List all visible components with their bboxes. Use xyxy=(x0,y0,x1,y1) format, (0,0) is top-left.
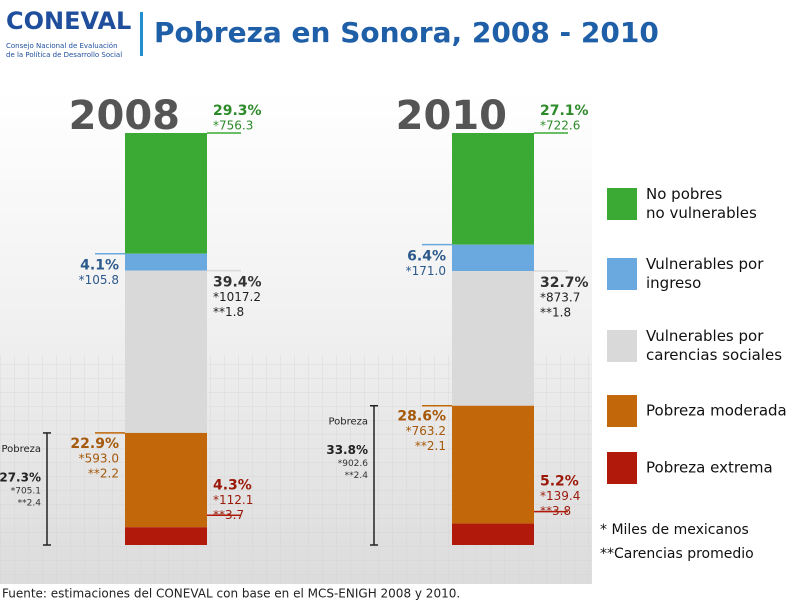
logo-name: CONEVAL xyxy=(6,7,131,35)
people-label: *756.3 xyxy=(213,119,253,133)
poverty-label: Pobreza xyxy=(1,444,41,455)
bar-segment xyxy=(125,133,207,254)
value-label: 6.4% xyxy=(407,249,446,265)
carencias-label: **2.1 xyxy=(415,439,446,453)
people-label: *112.1 xyxy=(213,493,253,507)
value-label: 29.3% xyxy=(213,103,262,119)
carencias-label: **1.8 xyxy=(540,306,571,320)
people-label: *139.4 xyxy=(540,489,580,503)
bar-segment xyxy=(125,270,207,433)
value-label: 4.3% xyxy=(213,477,252,493)
people-label: *593.0 xyxy=(79,451,119,465)
people-label: *171.0 xyxy=(406,264,446,278)
poverty-value: 33.8% xyxy=(326,443,368,457)
carencias-label: **1.8 xyxy=(213,305,244,319)
poverty-value: 27.3% xyxy=(0,470,41,484)
bar-segment xyxy=(452,405,534,524)
value-label: 5.2% xyxy=(540,474,579,490)
note: * Miles de mexicanos xyxy=(600,522,749,538)
poverty-people: *705.1 xyxy=(11,486,41,496)
bar-segment xyxy=(125,432,207,528)
legend-swatch xyxy=(607,188,637,220)
poverty-label: Pobreza xyxy=(328,417,368,428)
legend-label: Vulnerables por ingreso xyxy=(646,255,764,292)
carencias-label: **2.2 xyxy=(88,466,119,480)
value-label: 39.4% xyxy=(213,275,262,291)
legend-label: Pobreza moderada xyxy=(646,402,787,420)
legend-swatch xyxy=(607,258,637,290)
people-label: *763.2 xyxy=(406,424,446,438)
chart-title: Pobreza en Sonora, 2008 - 2010 xyxy=(154,16,659,49)
people-label: *1017.2 xyxy=(213,290,261,304)
legend-swatch xyxy=(607,395,637,427)
year-label: 2010 xyxy=(396,93,507,139)
divider xyxy=(140,12,143,56)
people-label: *873.7 xyxy=(540,291,580,305)
legend-label: Vulnerables por carencias sociales xyxy=(646,327,782,364)
value-label: 27.1% xyxy=(540,103,589,119)
carencias-label: **3.8 xyxy=(540,504,571,518)
year-label: 2008 xyxy=(69,93,180,139)
legend-label: Pobreza extrema xyxy=(646,459,773,477)
legend-label: No pobres no vulnerables xyxy=(646,185,757,222)
people-label: *722.6 xyxy=(540,119,580,133)
bar-segment xyxy=(125,527,207,545)
people-label: *105.8 xyxy=(79,273,119,287)
note: **Carencias promedio xyxy=(600,546,754,562)
source: Fuente: estimaciones del CONEVAL con bas… xyxy=(2,587,460,601)
poverty-people: *902.6 xyxy=(338,459,369,469)
logo-subtitle: Consejo Nacional de Evaluación xyxy=(6,42,118,50)
logo-subtitle: de la Política de Desarrollo Social xyxy=(6,51,122,59)
bar-segment xyxy=(452,523,534,545)
carencias-label: **3.7 xyxy=(213,508,244,522)
poverty-carencias: **2.4 xyxy=(18,498,42,508)
bar-segment xyxy=(452,244,534,272)
bar-segment xyxy=(452,271,534,406)
poverty-carencias: **2.4 xyxy=(345,471,369,481)
value-label: 28.6% xyxy=(397,409,446,425)
legend-swatch xyxy=(607,452,637,484)
legend-swatch xyxy=(607,330,637,362)
value-label: 4.1% xyxy=(80,258,119,274)
bar-segment xyxy=(125,253,207,271)
bar-segment xyxy=(452,133,534,245)
value-label: 32.7% xyxy=(540,275,589,291)
value-label: 22.9% xyxy=(70,436,119,452)
